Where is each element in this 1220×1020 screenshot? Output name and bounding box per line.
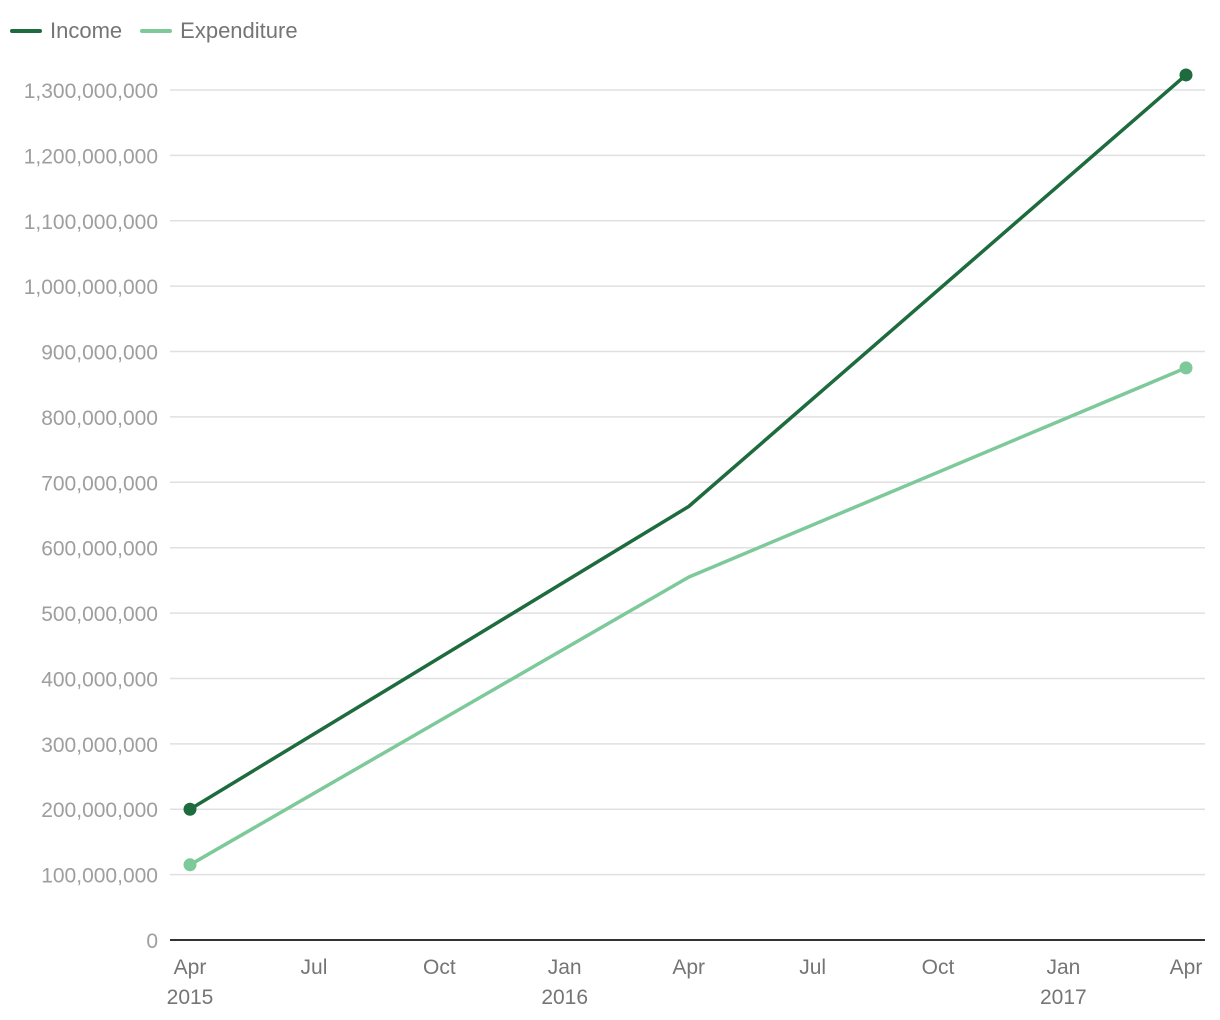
y-tick-label-0: 0 xyxy=(146,930,158,953)
data-point-expenditure-0 xyxy=(183,858,197,872)
x-tick-year-7: 2017 xyxy=(1040,986,1087,1009)
legend-swatch-income xyxy=(10,29,42,33)
x-tick-label-8: Apr xyxy=(1170,956,1203,979)
data-point-expenditure-2 xyxy=(1179,361,1193,375)
x-tick-year-0: 2015 xyxy=(167,986,214,1009)
series-line-expenditure xyxy=(188,366,1188,867)
y-tick-label-12: 1,200,000,000 xyxy=(24,145,158,168)
y-tick-label-5: 500,000,000 xyxy=(41,603,158,626)
x-tick-year-3: 2016 xyxy=(541,986,588,1009)
x-tick-label-4: Apr xyxy=(672,956,705,979)
x-tick-label-2: Oct xyxy=(423,956,456,979)
y-tick-label-11: 1,100,000,000 xyxy=(24,211,158,234)
y-tick-label-1: 100,000,000 xyxy=(41,865,158,888)
y-tick-label-6: 600,000,000 xyxy=(41,538,158,561)
y-tick-label-4: 400,000,000 xyxy=(41,668,158,691)
y-tick-label-7: 700,000,000 xyxy=(41,472,158,495)
y-tick-label-9: 900,000,000 xyxy=(41,342,158,365)
y-tick-label-13: 1,300,000,000 xyxy=(24,80,158,103)
legend-item-income[interactable]: Income xyxy=(10,18,122,44)
chart-legend: Income Expenditure xyxy=(10,18,316,44)
x-tick-label-3: Jan xyxy=(548,956,582,979)
x-tick-label-0: Apr xyxy=(174,956,207,979)
series-line-income xyxy=(188,73,1188,811)
legend-label-expenditure: Expenditure xyxy=(180,18,298,43)
y-tick-label-2: 200,000,000 xyxy=(41,799,158,822)
x-tick-label-1: Jul xyxy=(301,956,328,979)
x-tick-label-7: Jan xyxy=(1046,956,1080,979)
data-point-income-2 xyxy=(1179,68,1193,82)
y-tick-label-3: 300,000,000 xyxy=(41,734,158,757)
x-tick-label-6: Oct xyxy=(922,956,955,979)
y-tick-label-8: 800,000,000 xyxy=(41,407,158,430)
legend-label-income: Income xyxy=(50,18,123,43)
x-tick-label-5: Jul xyxy=(799,956,826,979)
data-point-income-0 xyxy=(183,802,197,816)
legend-swatch-expenditure xyxy=(140,29,173,33)
y-tick-label-10: 1,000,000,000 xyxy=(24,276,158,299)
legend-item-expenditure[interactable]: Expenditure xyxy=(140,18,298,44)
